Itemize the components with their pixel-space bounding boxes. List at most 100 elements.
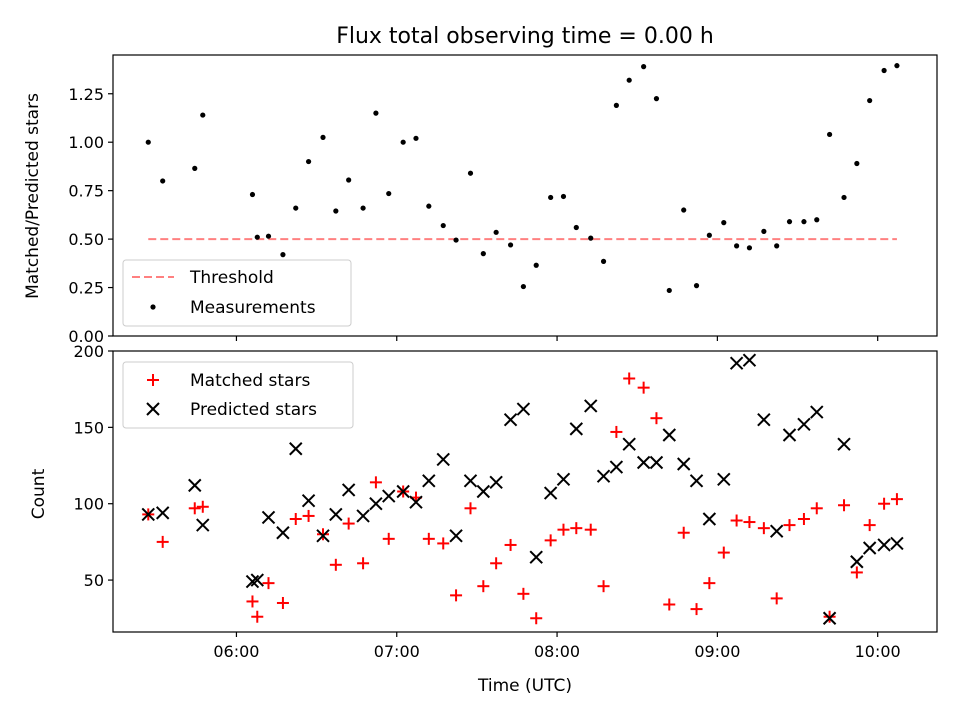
predicted-stars-point — [529, 550, 543, 564]
matched-stars-point — [490, 557, 503, 570]
matched-stars-point — [382, 532, 395, 545]
measurement-point — [493, 229, 499, 235]
measurement-point — [573, 224, 579, 231]
predicted-stars-point — [316, 529, 330, 543]
bottom-legend: Matched stars Predicted stars — [122, 361, 354, 429]
predicted-stars-point — [463, 474, 478, 488]
bottom-legend-box — [122, 361, 354, 429]
legend-predicted-swatch — [146, 402, 160, 416]
predicted-stars-point — [584, 399, 598, 413]
matched-stars-point — [357, 557, 370, 570]
bottom-x-tick-label: 09:00 — [694, 642, 740, 661]
bottom-plot-marks — [141, 353, 904, 625]
predicted-stars-point — [769, 524, 784, 538]
measurement-point — [746, 245, 753, 251]
measurement-point — [373, 110, 379, 116]
bottom-x-tick-label: 07:00 — [374, 642, 420, 661]
predicted-stars-point — [677, 457, 691, 471]
predicted-stars-point — [369, 497, 383, 511]
bottom-y-tick-label: 50 — [84, 571, 104, 590]
matched-stars-point — [369, 476, 382, 489]
top-y-axis-label: Matched/Predicted stars — [23, 93, 43, 299]
predicted-stars-point — [489, 475, 503, 490]
matched-stars-point — [504, 538, 517, 551]
predicted-stars-point — [543, 486, 558, 500]
measurement-point — [641, 64, 647, 70]
measurement-point — [681, 207, 687, 213]
predicted-stars-point — [503, 413, 518, 427]
matched-stars-point — [703, 577, 716, 590]
top-chart-title: Flux total observing time = 0.00 h — [336, 24, 714, 49]
matched-stars-point — [251, 610, 264, 623]
measurement-point — [280, 252, 286, 258]
top-y-tick-label: 0.75 — [68, 182, 104, 201]
matched-stars-point — [797, 512, 810, 525]
predicted-stars-point — [877, 538, 891, 552]
predicted-stars-point — [196, 518, 210, 532]
matched-stars-point — [838, 499, 851, 512]
measurement-point — [613, 102, 619, 108]
measurement-point — [145, 139, 151, 145]
measurement-point — [626, 77, 632, 83]
top-y-tick-label: 0.50 — [68, 230, 104, 249]
predicted-stars-point — [476, 484, 491, 499]
predicted-stars-point — [702, 512, 717, 526]
predicted-stars-point — [382, 489, 396, 503]
top-legend: Threshold Measurements — [122, 259, 352, 327]
bottom-x-axis-label: Time (UTC) — [477, 676, 572, 696]
predicted-stars-point — [449, 529, 463, 543]
predicted-stars-point — [569, 422, 584, 436]
matched-stars-point — [464, 502, 477, 515]
legend-threshold-label: Threshold — [189, 268, 274, 288]
matched-stars-point — [289, 512, 302, 525]
measurement-point — [192, 165, 198, 171]
measurement-point — [600, 258, 607, 264]
measurement-point — [360, 205, 366, 211]
predicted-stars-point — [289, 442, 303, 456]
measurement-point — [467, 170, 474, 176]
matched-stars-point — [863, 519, 876, 532]
legend-matched-label: Matched stars — [190, 371, 310, 391]
measurement-point — [761, 228, 767, 234]
predicted-stars-point — [596, 469, 611, 483]
top-y-tick-label: 1.00 — [68, 133, 104, 152]
matched-stars-point — [246, 595, 259, 608]
predicted-stars-point — [609, 460, 624, 474]
measurement-point — [814, 217, 820, 223]
matched-stars-point — [570, 522, 583, 535]
bottom-x-tick-label: 10:00 — [855, 642, 901, 661]
matched-stars-point — [530, 612, 543, 625]
legend-measurements-swatch — [150, 304, 156, 310]
matched-stars-point — [437, 537, 450, 550]
predicted-stars-point — [689, 474, 704, 488]
measurement-point — [440, 222, 446, 229]
predicted-stars-point — [245, 574, 260, 589]
predicted-stars-point — [890, 536, 904, 551]
predicted-stars-point — [622, 437, 636, 451]
predicted-stars-point — [250, 573, 264, 587]
matched-stars-point — [878, 497, 891, 510]
measurement-point — [734, 243, 740, 249]
top-plot-panel: Flux total observing time = 0.00 h Match… — [23, 24, 938, 346]
matched-stars-point — [677, 526, 690, 539]
predicted-stars-point — [837, 437, 851, 451]
measurement-point — [453, 237, 459, 243]
top-y-tick-label: 0.00 — [68, 327, 104, 346]
matched-stars-point — [188, 502, 201, 515]
matched-stars-point — [850, 566, 863, 579]
measurement-point — [160, 178, 166, 184]
matched-stars-point — [329, 558, 342, 571]
bottom-y-tick-label: 100 — [73, 495, 104, 514]
predicted-stars-point — [556, 472, 571, 486]
matched-stars-point — [584, 523, 597, 536]
measurement-point — [386, 190, 392, 197]
matched-stars-point — [717, 546, 730, 559]
predicted-stars-point — [341, 483, 356, 497]
measurement-point — [305, 158, 312, 165]
matched-stars-point — [690, 603, 703, 616]
top-axis-ticks: 0.00 0.25 0.50 0.75 1.00 1.25 — [68, 85, 879, 346]
predicted-stars-point — [261, 510, 276, 525]
top-y-tick-label: 0.25 — [68, 279, 104, 298]
matched-stars-point — [650, 412, 663, 425]
